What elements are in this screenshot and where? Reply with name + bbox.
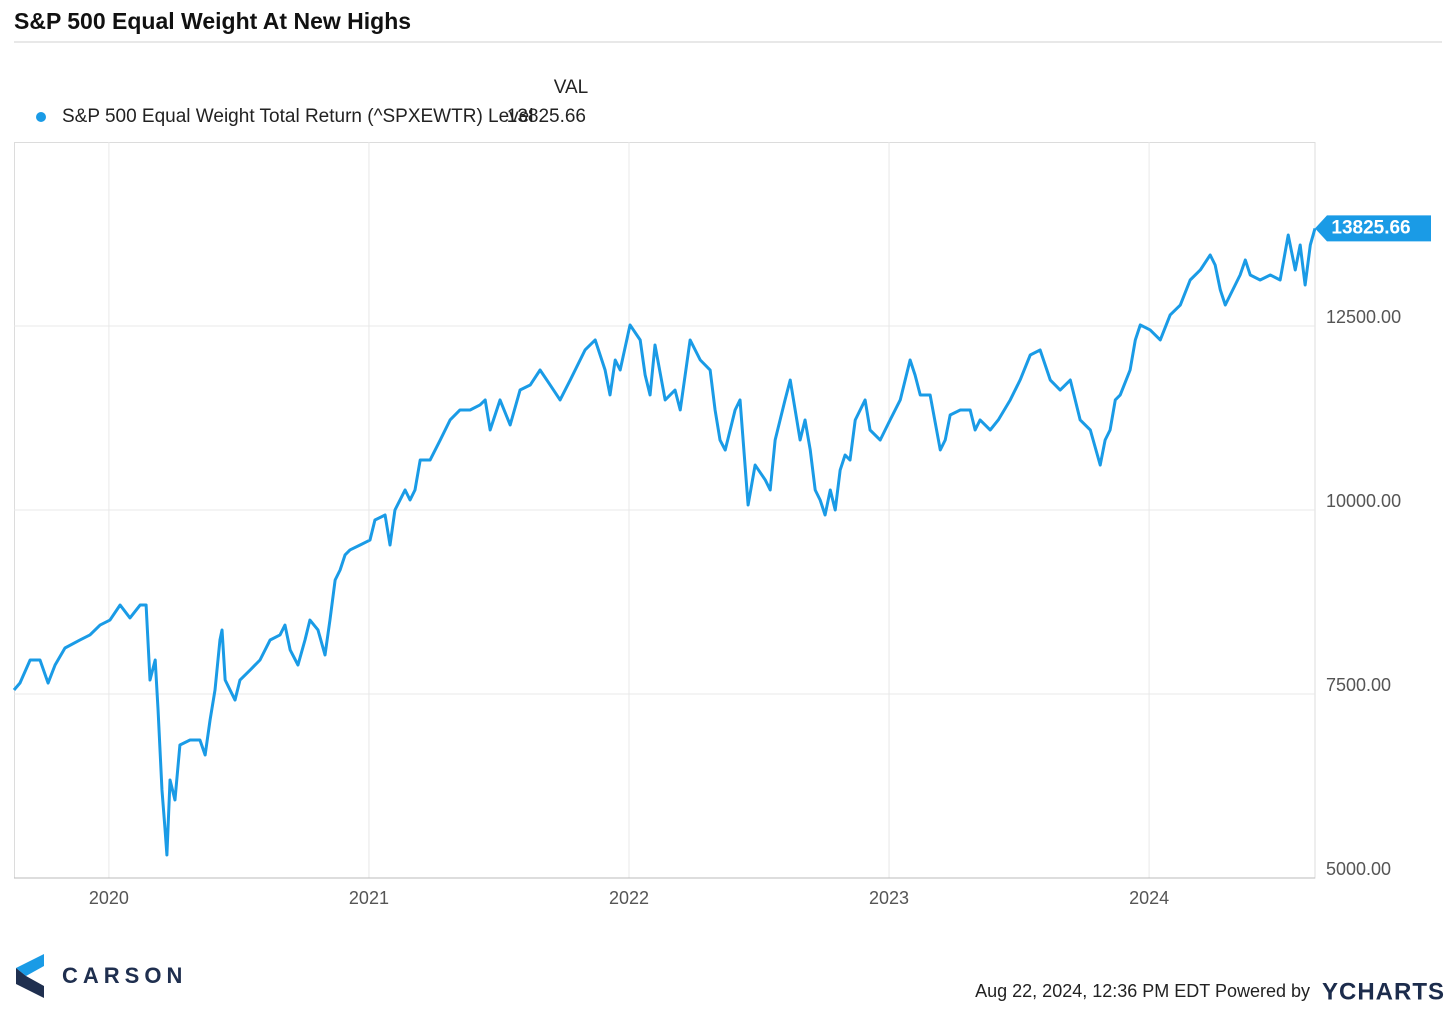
x-tick-label: 2021 [349, 888, 389, 908]
legend-marker [36, 112, 46, 122]
provider: YCHARTS [1322, 978, 1445, 1005]
end-tag [1315, 215, 1431, 242]
x-tick-label: 2022 [609, 888, 649, 908]
y-tick-label: 5000.00 [1326, 859, 1391, 879]
timestamp: Aug 22, 2024, 12:36 PM EDT Powered by [975, 981, 1310, 1001]
legend-header: VAL [554, 77, 589, 98]
legend-value: 13825.66 [507, 106, 586, 127]
logo-shape [16, 968, 44, 998]
logo-shape [16, 954, 44, 976]
brand: CARSON [62, 963, 187, 988]
series-line [12, 228, 1317, 857]
y-tick-label: 7500.00 [1326, 675, 1391, 695]
x-tick-label: 2023 [869, 888, 909, 908]
y-tick-label: 10000.00 [1326, 491, 1401, 511]
chart-title: S&P 500 Equal Weight At New Highs [14, 8, 411, 34]
legend-label: S&P 500 Equal Weight Total Return (^SPXE… [62, 106, 533, 127]
y-tick-label: 12500.00 [1326, 307, 1401, 327]
x-tick-label: 2020 [89, 888, 129, 908]
end-label: 13825.66 [1331, 217, 1410, 238]
carson-logo [16, 954, 44, 998]
x-tick-label: 2024 [1129, 888, 1169, 908]
